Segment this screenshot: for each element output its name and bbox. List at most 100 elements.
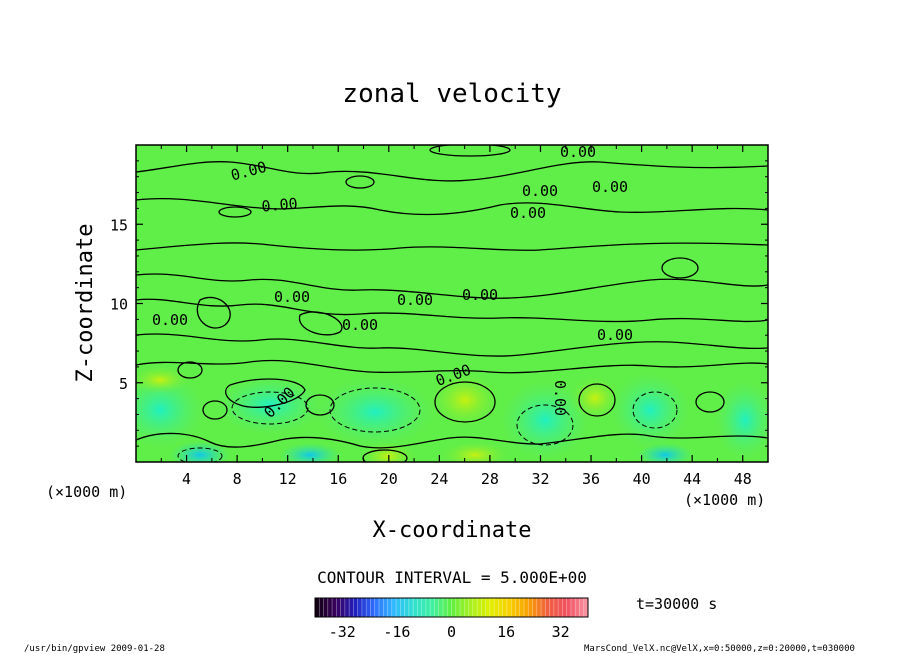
anomaly-yellow	[570, 376, 620, 420]
colorbar-cell	[570, 598, 576, 617]
contour-line	[429, 145, 511, 157]
colorbar-cell	[506, 598, 512, 617]
footer-right: MarsCond_VelX.nc@VelX,x=0:50000,z=0:2000…	[584, 644, 855, 654]
colorbar-cell	[387, 598, 393, 617]
colorbar-cell	[485, 598, 491, 617]
colorbar-cell	[378, 598, 384, 617]
x-tick-label: 12	[279, 470, 297, 488]
contour-line	[434, 381, 496, 423]
x-tick-label: 36	[582, 470, 600, 488]
colorbar-cell	[549, 598, 555, 617]
colorbar-cell	[319, 598, 324, 617]
x-tick-label: 40	[633, 470, 651, 488]
contour-labels: 0.00 0.00 0.00 0.00 0.00 0.00 0.00 0.00 0.00 0.00…	[152, 143, 633, 422]
contour-label: 0.00	[274, 288, 310, 306]
y-tick-label: 10	[110, 296, 128, 314]
colorbar-cell	[536, 598, 542, 617]
colorbar-cell	[477, 598, 482, 617]
colorbar-cell	[562, 598, 567, 617]
contour-lines-negative	[177, 387, 678, 462]
x-tick-label: 8	[233, 470, 242, 488]
time-label: t=30000 s	[636, 595, 717, 613]
contour-line	[225, 378, 306, 408]
colorbar-cell	[558, 598, 563, 617]
x-tick-label: 32	[531, 470, 549, 488]
colorbar-cell	[464, 598, 469, 617]
colorbar-cell	[494, 598, 499, 617]
contour-label: 0.00	[597, 326, 633, 344]
contour-line-negative	[516, 404, 574, 446]
colorbar-tick-label: -32	[329, 623, 356, 641]
y-axis: 5 10 15	[110, 160, 768, 447]
colorbar-cell	[366, 598, 371, 617]
colorbar-cell	[396, 598, 401, 617]
contour-line	[695, 391, 725, 413]
colorbar-cell	[583, 598, 589, 617]
contour-label: 0.00	[551, 380, 569, 416]
colorbar-cell	[489, 598, 495, 617]
colorbar-cell	[541, 598, 546, 617]
colorbar-cell	[434, 598, 440, 617]
anomaly-yellow	[440, 441, 510, 462]
contour-label: 0.00	[522, 182, 558, 200]
colorbar-cell	[575, 598, 580, 617]
contour-line	[202, 400, 228, 420]
contour-label: 0.00	[592, 178, 628, 196]
colorbar-cell	[417, 598, 422, 617]
colorbar-cell	[447, 598, 452, 617]
contour-line	[196, 296, 231, 329]
colorbar-cell	[421, 598, 427, 617]
colorbar-cell	[511, 598, 516, 617]
colorbar-tick-label: -16	[383, 623, 410, 641]
x-tick-label: 4	[182, 470, 191, 488]
x-tick-label: 24	[430, 470, 448, 488]
colorbar-tick-label: 16	[497, 623, 515, 641]
contour-label: 0.00	[510, 204, 546, 222]
y-tick-label: 5	[119, 375, 128, 393]
colorbar: -32 -16 0 16 32	[314, 597, 589, 641]
anomaly-blue	[637, 443, 693, 462]
anomaly-yellow	[136, 366, 190, 394]
colorbar-cell	[400, 598, 405, 617]
x-unit-label-right: (×1000 m)	[684, 491, 765, 509]
contour-line-negative	[632, 391, 678, 429]
contour-line	[136, 197, 768, 216]
colorbar-cell	[502, 598, 508, 617]
colorbar-cell	[451, 598, 457, 617]
colorbar-cell	[349, 598, 354, 617]
colorbar-cell	[579, 598, 585, 617]
colorbar-cell	[315, 598, 320, 617]
anomaly-cyan	[715, 380, 768, 460]
colorbar-cell	[332, 598, 337, 617]
colorbar-cell	[383, 598, 388, 617]
colorbar-cell	[353, 598, 358, 617]
x-tick-label: 44	[683, 470, 701, 488]
contour-label: 0.00	[462, 286, 498, 304]
colorbar-cell	[545, 598, 550, 617]
y-axis-title: Z-coordinate	[73, 224, 98, 383]
contour-line	[177, 361, 203, 379]
x-axis-title: X-coordinate	[373, 518, 532, 543]
colorbar-cell	[566, 598, 572, 617]
colorbar-cell	[498, 598, 503, 617]
colorbar-cell	[460, 598, 465, 617]
x-tick-label: 48	[734, 470, 752, 488]
anomaly-cyan	[610, 372, 690, 448]
contour-label: 0.00	[342, 316, 378, 334]
contour-line	[136, 359, 768, 374]
contour-line-negative	[231, 391, 309, 425]
footer-left: /usr/bin/gpview 2009-01-28	[24, 644, 165, 654]
colorbar-cell	[336, 598, 341, 617]
colorbar-cell	[340, 598, 346, 617]
colorbar-cell	[344, 598, 350, 617]
anomaly-cyan	[215, 375, 325, 435]
contour-line	[136, 298, 768, 323]
contour-line	[136, 333, 768, 357]
colorbar-frame	[314, 597, 589, 618]
colorbar-cell	[374, 598, 380, 617]
colorbar-cell	[357, 598, 363, 617]
y-tick-label: 15	[110, 216, 128, 234]
colorbar-cell	[528, 598, 533, 617]
colorbar-tick-label: 0	[447, 623, 456, 641]
